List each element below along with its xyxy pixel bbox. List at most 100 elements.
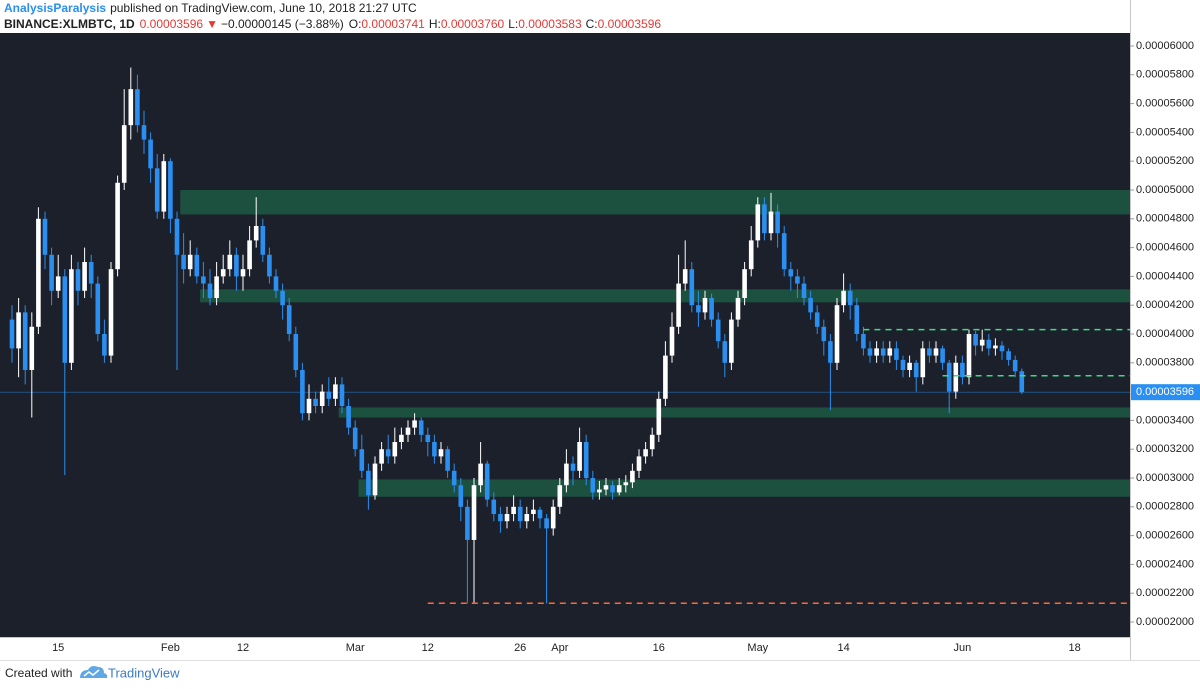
candle-body: [755, 204, 761, 241]
candle-body: [861, 333, 866, 349]
candle-body: [267, 254, 272, 277]
candle-body: [874, 348, 879, 356]
candle-body: [333, 384, 338, 399]
ohlc-label: L:: [508, 17, 518, 31]
zone: [180, 189, 1131, 215]
candle-body: [405, 427, 411, 435]
y-tick-label: 0.00003800: [1136, 357, 1194, 369]
candle-body: [682, 269, 688, 284]
candle-body: [564, 463, 569, 486]
footer-brand[interactable]: TradingView: [108, 665, 180, 680]
y-tick-label: 0.00005000: [1136, 184, 1194, 196]
last-price-label: 0.00003596: [1136, 386, 1194, 398]
candle-body: [102, 333, 107, 356]
x-tick-label: 16: [653, 642, 665, 654]
candle-body: [762, 204, 767, 234]
candle-body: [438, 449, 444, 457]
logo-cloud: [80, 666, 108, 678]
candle-body: [359, 449, 365, 471]
candle-body: [880, 348, 886, 356]
candle-body: [630, 470, 635, 483]
y-tick-label: 0.00004000: [1136, 328, 1194, 340]
candle-body: [108, 269, 114, 356]
candle-body: [649, 434, 655, 450]
candle-body: [161, 161, 167, 212]
candle-body: [300, 369, 305, 414]
candle-body: [913, 362, 919, 378]
candle-body: [867, 348, 873, 356]
y-tick-label: 0.00003000: [1136, 472, 1194, 484]
footer-created: Created with: [5, 666, 72, 680]
last-price-box: [1131, 384, 1200, 401]
candle-body: [22, 312, 28, 370]
candle-body: [960, 362, 965, 378]
candle-body: [352, 427, 358, 450]
candle-body: [491, 499, 497, 515]
zone: [338, 407, 1130, 418]
tradingview-logo[interactable]: [80, 666, 108, 678]
candle-body: [16, 312, 21, 349]
candle-body: [346, 405, 351, 428]
candle-body: [973, 333, 978, 346]
candle-body: [280, 290, 285, 306]
y-tick-label: 0.00005600: [1136, 97, 1194, 109]
candle-body: [418, 420, 424, 435]
candle-body: [201, 276, 206, 284]
candle-body: [425, 434, 431, 443]
y-tick-label: 0.00006000: [1136, 40, 1194, 52]
candle-body: [623, 482, 629, 486]
candle-body: [616, 485, 622, 493]
candle-body: [88, 261, 94, 284]
candle-body: [894, 348, 899, 360]
y-tick-label: 0.00002200: [1136, 587, 1194, 599]
x-tick-label: May: [747, 642, 768, 654]
candle-body: [854, 305, 860, 334]
ohlc-value: 0.00003596: [598, 17, 662, 31]
candle-body: [517, 506, 523, 522]
candle-body: [1019, 371, 1025, 393]
candle-body: [748, 240, 754, 270]
candle-body: [821, 326, 827, 342]
candle-body: [709, 297, 714, 320]
candle-body: [841, 290, 846, 306]
candle-body: [966, 333, 972, 378]
candle-body: [141, 125, 147, 140]
candle-body: [953, 362, 959, 392]
x-tick-label: 14: [837, 642, 849, 654]
y-tick-label: 0.00005400: [1136, 126, 1194, 138]
candle-body: [121, 125, 127, 183]
candle-body: [504, 514, 510, 522]
candle-body: [62, 276, 68, 363]
ohlc-label: C:: [586, 17, 598, 31]
candle-body: [115, 182, 120, 270]
author[interactable]: AnalysisParalysis: [4, 1, 106, 15]
candle-body: [306, 398, 312, 414]
change: −0.00000145 (−3.88%): [221, 17, 344, 31]
candle-body: [788, 269, 794, 277]
x-tick-label: Mar: [346, 642, 365, 654]
candle-body: [29, 326, 35, 370]
candle-body: [399, 434, 404, 443]
candle-body: [458, 485, 464, 507]
ohlc-label: O:: [349, 17, 362, 31]
candle-body: [451, 470, 457, 486]
candle-body: [603, 485, 609, 490]
candle-body: [795, 276, 800, 284]
candle-body: [940, 348, 945, 363]
candle-body: [946, 362, 952, 392]
candle-body: [293, 333, 299, 370]
candle-body: [801, 283, 807, 298]
candle-body: [722, 341, 728, 363]
candle-body: [181, 254, 186, 270]
candle-body: [313, 398, 318, 406]
candle-body: [253, 225, 259, 241]
candle-body: [174, 218, 180, 255]
candle-body: [656, 398, 662, 435]
candle-body: [194, 254, 200, 277]
candle-body: [999, 345, 1005, 352]
x-tick-label: 12: [237, 642, 249, 654]
candle-body: [808, 297, 813, 313]
candle-body: [379, 449, 384, 464]
candle-body: [240, 269, 246, 277]
y-tick-label: 0.00004400: [1136, 270, 1194, 282]
